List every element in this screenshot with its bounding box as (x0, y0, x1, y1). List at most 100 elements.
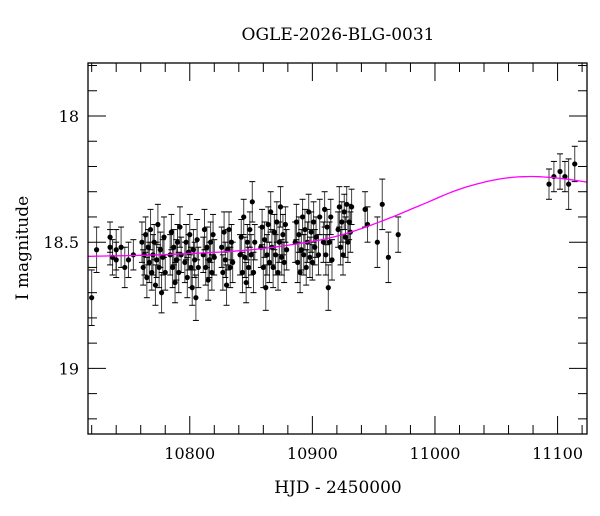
point-marker (362, 206, 368, 212)
point-marker (250, 269, 257, 276)
data-point (327, 198, 334, 236)
point-marker (158, 290, 165, 296)
point-marker (206, 257, 212, 263)
point-marker (125, 257, 132, 263)
point-marker (281, 259, 287, 265)
point-marker (572, 161, 578, 167)
point-marker (220, 269, 226, 276)
x-axis-label: HJD - 2450000 (274, 478, 402, 498)
point-marker (385, 254, 391, 260)
point-marker (260, 264, 266, 271)
data-point (152, 264, 159, 306)
data-point (297, 251, 304, 294)
data-point (118, 226, 125, 268)
data-point (195, 246, 202, 289)
point-marker (317, 214, 323, 220)
point-marker (107, 244, 113, 250)
data-point (207, 221, 214, 263)
point-marker (139, 239, 145, 245)
point-marker (298, 247, 304, 253)
point-marker (143, 232, 149, 238)
point-marker (264, 252, 270, 258)
data-point (374, 216, 381, 268)
point-marker (329, 257, 335, 263)
point-marker (295, 259, 301, 265)
point-marker (261, 237, 268, 243)
point-marker (340, 252, 346, 258)
point-marker (221, 229, 227, 235)
data-point (283, 229, 290, 271)
point-marker (145, 244, 151, 250)
point-marker (178, 252, 184, 258)
point-marker (182, 259, 188, 265)
point-marker (243, 279, 249, 286)
point-marker (190, 247, 197, 253)
data-point (306, 236, 313, 279)
data-point (243, 261, 250, 304)
point-marker (566, 181, 572, 187)
point-marker (277, 204, 284, 210)
point-marker (247, 226, 253, 233)
point-marker (268, 209, 274, 215)
point-marker (546, 181, 552, 187)
point-marker (184, 274, 190, 281)
data-point (561, 160, 568, 193)
point-marker (346, 219, 352, 225)
x-tick-label: 10800 (164, 444, 215, 463)
point-marker (279, 254, 285, 260)
point-marker (189, 285, 195, 291)
point-marker (130, 252, 136, 258)
point-marker (168, 229, 174, 235)
data-point (161, 216, 168, 258)
data-point (303, 249, 310, 286)
point-marker (374, 239, 380, 245)
data-point (93, 226, 100, 273)
point-marker (323, 252, 329, 258)
data-point (223, 264, 230, 306)
data-point (147, 208, 154, 251)
point-marker (246, 264, 252, 271)
point-marker (342, 234, 349, 240)
point-marker (297, 269, 303, 276)
data-point (266, 241, 273, 284)
point-marker (313, 234, 319, 240)
data-point (88, 269, 95, 326)
point-marker (303, 264, 309, 271)
x-tick-label: 10900 (287, 444, 338, 463)
y-tick-label: 19 (59, 359, 79, 378)
data-point (282, 206, 289, 243)
point-marker (249, 199, 255, 205)
point-marker (241, 214, 247, 220)
point-marker (337, 244, 344, 250)
data-point (218, 226, 225, 268)
y-tick-label: 18 (59, 107, 79, 126)
point-marker (271, 229, 277, 235)
point-marker (296, 232, 302, 238)
point-marker (155, 221, 161, 228)
point-marker (146, 259, 152, 265)
data-point (395, 216, 402, 253)
data-point (186, 213, 193, 256)
point-marker (211, 254, 217, 260)
y-tick-label: 18.5 (43, 233, 79, 252)
point-marker (379, 201, 385, 207)
point-marker (320, 239, 327, 245)
point-marker (324, 224, 330, 230)
data-point (205, 259, 212, 301)
x-tick-label: 11100 (532, 444, 583, 463)
data-point (240, 198, 247, 236)
chart-title: OGLE-2026-BLG-0031 (242, 25, 435, 45)
point-marker (226, 226, 232, 233)
point-marker (282, 221, 288, 228)
point-marker (348, 204, 355, 210)
data-point (208, 254, 215, 291)
data-point (557, 153, 564, 190)
point-marker (149, 269, 155, 276)
point-marker (562, 173, 568, 180)
data-point (342, 216, 349, 258)
point-marker (263, 285, 269, 291)
point-marker (239, 269, 246, 276)
point-marker (265, 221, 271, 228)
data-point (275, 254, 282, 291)
point-marker (248, 252, 254, 258)
